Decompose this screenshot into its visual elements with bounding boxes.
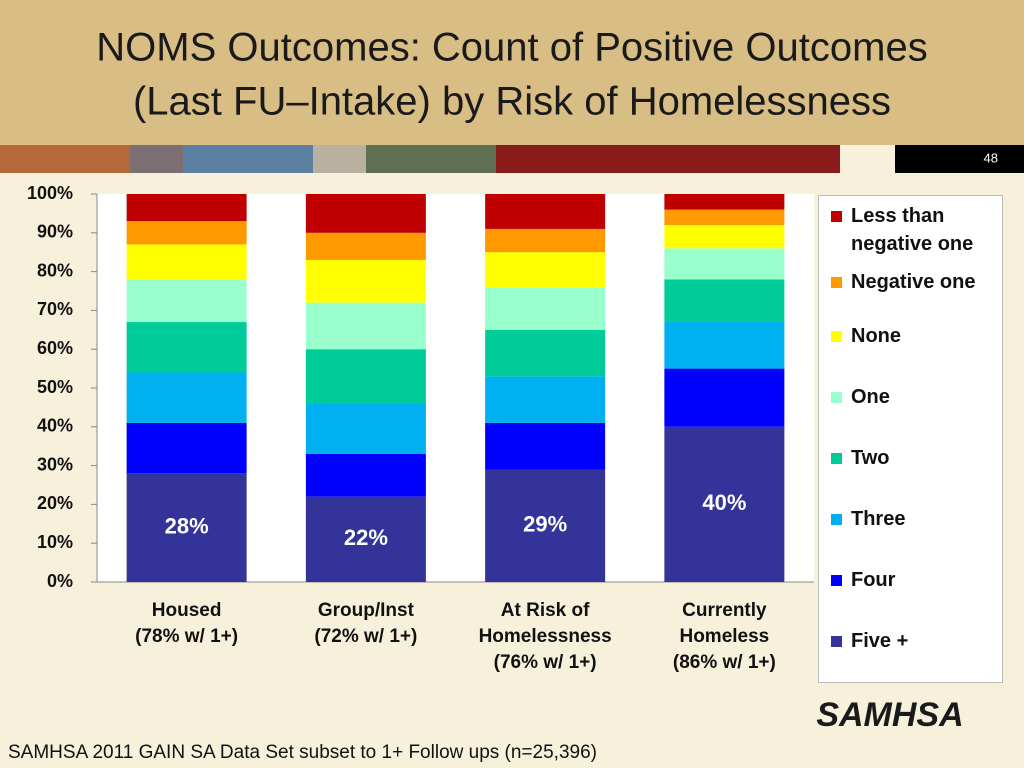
title: NOMS Outcomes: Count of Positive Outcome…: [96, 26, 927, 70]
stripe: [366, 145, 496, 173]
bar-segment: [305, 496, 426, 582]
bar-segment: [485, 469, 606, 582]
legend: Less than negative one Negative one None On…: [818, 195, 1003, 683]
data-label: 40%: [702, 490, 746, 515]
y-tick-label: 100%: [27, 183, 73, 203]
bar-segment: [664, 426, 785, 582]
x-tick-label: (76% w/ 1+): [494, 652, 597, 673]
bar-segment: [485, 252, 606, 288]
bar-segment: [305, 232, 426, 260]
bar-segment: [126, 194, 247, 222]
logo: SAMHSA: [816, 696, 963, 734]
legend-item: Three: [831, 505, 1001, 533]
legend-label: Three: [851, 508, 906, 530]
legend-label: None: [851, 325, 901, 347]
legend-item: Negative one: [831, 268, 1001, 296]
y-tick-label: 50%: [37, 377, 73, 397]
bar-segment: [664, 248, 785, 280]
legend-swatch: [831, 514, 842, 525]
data-label: 28%: [165, 513, 209, 538]
x-tick-label: (86% w/ 1+): [673, 652, 776, 673]
y-tick-label: 40%: [37, 416, 73, 436]
legend-label: Two: [851, 447, 890, 469]
legend-item: None: [831, 322, 1001, 350]
legend-label: Negative one: [851, 271, 976, 293]
x-tick-label: At Risk of: [501, 600, 590, 621]
bar-segment: [485, 422, 606, 470]
bar-segment: [126, 221, 247, 245]
bar-segment: [126, 279, 247, 323]
x-tick-label: Homeless: [679, 626, 769, 647]
bar-segment: [664, 209, 785, 226]
title: (Last FU–Intake) by Risk of Homelessness: [133, 80, 891, 124]
legend-item: Five +: [831, 627, 1001, 655]
legend-swatch: [831, 331, 842, 342]
y-tick-label: 10%: [37, 532, 73, 552]
legend-item: Two: [831, 444, 1001, 472]
legend-item: Less than negative one: [831, 202, 1001, 258]
legend-label: Five +: [851, 630, 909, 652]
y-tick-label: 30%: [37, 454, 73, 474]
bar-segment: [305, 349, 426, 404]
legend-label: One: [851, 386, 890, 408]
stripe: [313, 145, 366, 173]
bar-segment: [305, 302, 426, 350]
data-label: 22%: [344, 525, 388, 550]
x-tick-label: (72% w/ 1+): [314, 626, 417, 647]
y-tick-label: 0%: [47, 571, 73, 591]
bar-segment: [485, 287, 606, 330]
bar-segment: [305, 403, 426, 454]
y-tick-label: 70%: [37, 299, 73, 319]
legend-label: Less than negative one: [851, 205, 974, 255]
legend-swatch: [831, 392, 842, 403]
bar-segment: [664, 322, 785, 369]
bar-segment: [485, 376, 606, 423]
bar-segment: [664, 368, 785, 427]
stripe: [183, 145, 313, 173]
legend-swatch: [831, 575, 842, 586]
stripe: [496, 145, 840, 173]
page-box: [895, 145, 1024, 173]
y-tick-label: 60%: [37, 338, 73, 358]
bar-segment: [126, 473, 247, 582]
bar-segment: [126, 372, 247, 423]
page-number: 48: [984, 150, 998, 165]
bar-segment: [664, 225, 785, 249]
y-tick-label: 80%: [37, 260, 73, 280]
legend-item: Four: [831, 566, 1001, 594]
bar-segment: [305, 194, 426, 233]
y-tick-label: 20%: [37, 493, 73, 513]
bar-segment: [485, 194, 606, 229]
bar-segment: [485, 228, 606, 253]
title-band: [0, 0, 1024, 145]
data-label: 29%: [523, 512, 567, 537]
x-tick-label: Housed: [152, 600, 222, 621]
x-tick-label: Group/Inst: [318, 600, 415, 621]
legend-swatch: [831, 211, 842, 222]
bar-segment: [485, 329, 606, 377]
legend-item: One: [831, 383, 1001, 411]
legend-label: Four: [851, 569, 896, 591]
x-tick-label: Currently: [682, 600, 767, 621]
x-tick-label: (78% w/ 1+): [135, 626, 238, 647]
bar-segment: [664, 194, 785, 210]
legend-swatch: [831, 636, 842, 647]
bar-segment: [664, 279, 785, 323]
bar-segment: [305, 453, 426, 497]
bar-segment: [126, 322, 247, 373]
bar-segment: [126, 244, 247, 280]
legend-swatch: [831, 453, 842, 464]
y-tick-label: 90%: [37, 222, 73, 242]
stripe: [0, 145, 130, 173]
stripe: [130, 145, 183, 173]
x-tick-label: Homelessness: [479, 626, 612, 647]
legend-swatch: [831, 277, 842, 288]
bar-segment: [305, 259, 426, 303]
bar-segment: [126, 422, 247, 474]
footer: SAMHSA 2011 GAIN SA Data Set subset to 1…: [8, 742, 597, 763]
